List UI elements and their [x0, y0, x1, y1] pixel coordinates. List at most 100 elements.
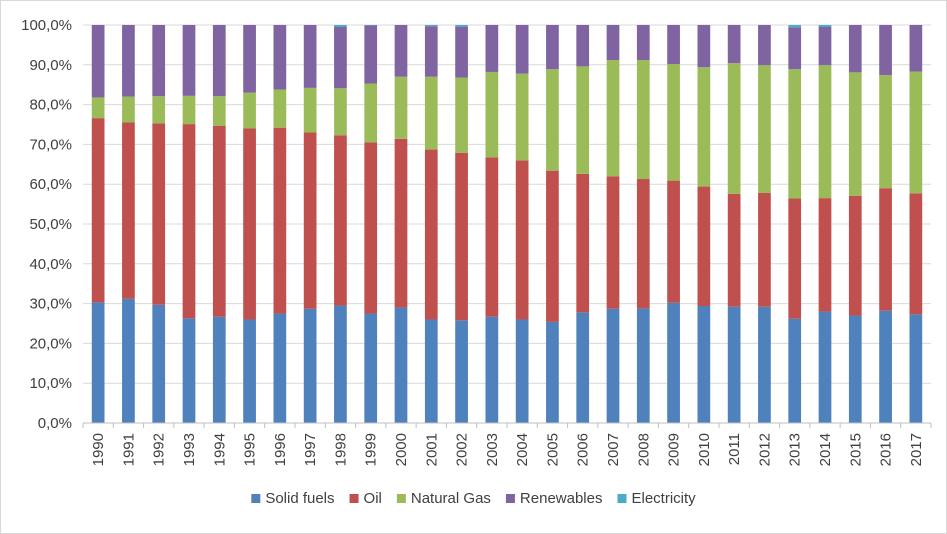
- x-tick-label: 2011: [726, 433, 743, 465]
- bar-segment: [394, 307, 408, 423]
- bar-segment: [606, 60, 620, 177]
- bar-segment: [758, 65, 771, 193]
- bar-segment: [758, 192, 771, 307]
- bar-segment: [697, 186, 711, 306]
- bar-segment: [788, 27, 802, 70]
- bar-segment: [182, 318, 196, 423]
- bar-segment: [818, 25, 832, 27]
- bar-segment: [667, 25, 680, 65]
- bar-segment: [909, 193, 923, 315]
- bar-segment: [576, 25, 590, 67]
- bar-segment: [364, 25, 378, 84]
- bar-segment: [485, 316, 499, 423]
- bar-segment: [879, 188, 892, 311]
- bar-segment: [364, 83, 378, 143]
- bars: [91, 25, 923, 423]
- bar-segment: [727, 306, 741, 423]
- x-tick-label: 2010: [696, 433, 713, 466]
- bar-segment: [546, 69, 559, 171]
- x-tick-label: 2006: [575, 433, 592, 466]
- bar-segment: [576, 173, 590, 313]
- y-tick-label: 10,0%: [29, 375, 72, 392]
- bar-segment: [334, 26, 347, 89]
- bar-segment: [848, 315, 862, 423]
- bar-segment: [243, 128, 256, 320]
- y-tick-label: 40,0%: [29, 256, 72, 273]
- x-tick-label: 1995: [242, 433, 259, 466]
- bar-segment: [424, 26, 438, 77]
- bar-segment: [727, 25, 741, 64]
- bar-segment: [243, 92, 256, 129]
- bar-segment: [848, 72, 862, 196]
- bar-segment: [364, 313, 378, 423]
- x-tick-label: 1992: [151, 433, 168, 466]
- bar-segment: [636, 25, 650, 61]
- x-tick-label: 2008: [635, 433, 652, 466]
- y-tick-label: 100,0%: [21, 17, 72, 34]
- bar-segment: [91, 97, 105, 119]
- y-tick-label: 70,0%: [29, 136, 72, 153]
- bar-segment: [667, 302, 680, 423]
- bar-segment: [334, 305, 347, 423]
- bar-segment: [667, 64, 680, 181]
- legend-label: Natural Gas: [411, 490, 491, 507]
- x-tick-label: 2007: [605, 433, 622, 466]
- bar-segment: [364, 142, 378, 314]
- x-tick-label: 1990: [90, 433, 107, 466]
- x-tick-label: 1998: [332, 433, 349, 466]
- bar-segment: [152, 25, 166, 97]
- bar-segment: [152, 123, 166, 305]
- bar-segment: [424, 319, 438, 423]
- bar-segment: [788, 25, 802, 28]
- y-tick-label: 0,0%: [38, 415, 72, 432]
- legend-swatch: [349, 494, 359, 503]
- bar-segment: [909, 25, 923, 72]
- x-tick-label: 2015: [847, 433, 864, 466]
- x-tick-label: 1997: [302, 433, 319, 466]
- bar-segment: [636, 308, 650, 423]
- bar-segment: [122, 298, 135, 423]
- bar-segment: [576, 66, 590, 174]
- x-tick-label: 2012: [756, 433, 773, 466]
- bar-segment: [303, 132, 317, 309]
- bar-segment: [91, 118, 105, 303]
- y-axis-tick-labels: 0,0% 10,0% 20,0% 30,0% 40,0% 50,0% 60,0% 70,0% 8…: [21, 17, 72, 432]
- bar-segment: [273, 313, 287, 423]
- bar-segment: [576, 312, 590, 423]
- bar-segment: [424, 25, 438, 27]
- bar-segment: [788, 69, 802, 199]
- bar-segment: [152, 304, 166, 423]
- bar-segment: [667, 180, 680, 303]
- y-tick-label: 90,0%: [29, 57, 72, 74]
- bar-segment: [212, 25, 226, 97]
- x-axis-tick-labels: 1990 1991 1992 1993 1994 1995 1996 1997 1998 1999…: [90, 433, 925, 466]
- bar-segment: [273, 127, 287, 314]
- bar-segment: [212, 96, 226, 126]
- bar-segment: [485, 157, 499, 317]
- bar-segment: [424, 149, 438, 320]
- bar-segment: [182, 95, 196, 125]
- bar-segment: [788, 198, 802, 319]
- bar-segment: [243, 319, 256, 423]
- bar-segment: [424, 76, 438, 150]
- x-axis: [82, 422, 932, 428]
- gridlines: [83, 24, 931, 424]
- bar-segment: [879, 25, 892, 76]
- bar-segment: [182, 25, 196, 96]
- bar-segment: [122, 25, 135, 97]
- bar-segment: [91, 302, 105, 423]
- bar-segment: [243, 25, 256, 93]
- x-tick-label: 2014: [817, 433, 834, 466]
- bar-segment: [303, 87, 317, 133]
- y-tick-label: 20,0%: [29, 335, 72, 352]
- bar-segment: [394, 76, 408, 139]
- bar-segment: [334, 25, 347, 27]
- bar-segment: [122, 122, 135, 299]
- legend-label: Oil: [364, 490, 382, 507]
- legend-swatch: [617, 494, 627, 503]
- bar-segment: [909, 71, 923, 194]
- bar-segment: [697, 67, 711, 187]
- bar-segment: [606, 176, 620, 309]
